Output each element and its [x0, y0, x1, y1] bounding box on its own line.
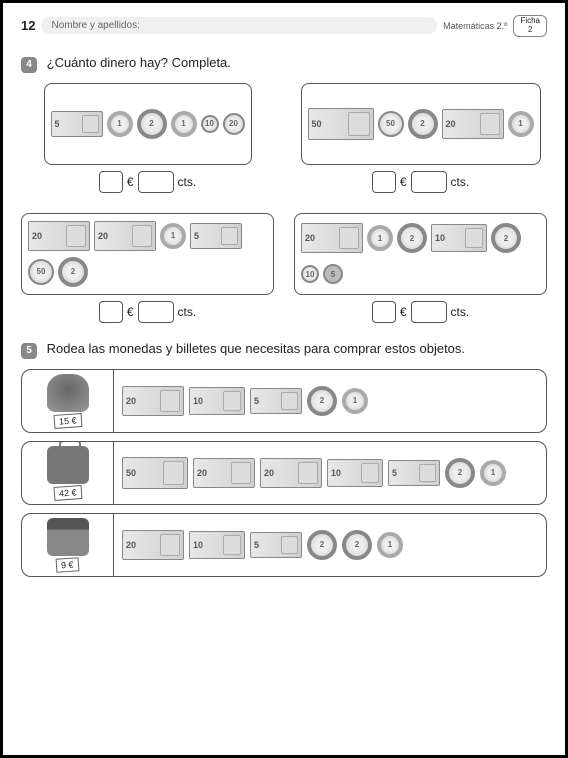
coin-2-icon: 2 [445, 458, 475, 488]
coin-1-icon: 1 [480, 460, 506, 486]
coin-2-icon: 2 [342, 530, 372, 560]
coin-2-icon: 2 [58, 257, 88, 287]
coin-50-icon: 50 [28, 259, 54, 285]
coin-1-icon: 1 [367, 225, 393, 251]
money-box: 202015502 [21, 213, 274, 295]
money-box: 50502201 [301, 83, 541, 165]
shopping-row: 42 €50202010521 [21, 441, 547, 505]
cents-input[interactable] [138, 301, 174, 323]
money-selection-area[interactable]: 50202010521 [114, 442, 546, 504]
coin-1-icon: 1 [160, 223, 186, 249]
calc-icon [47, 518, 89, 556]
backpack-icon [47, 374, 89, 412]
price-tag: 15 € [53, 413, 81, 429]
bill-20-euro-icon: 20 [301, 223, 363, 253]
bill-5-euro-icon: 5 [250, 532, 302, 558]
coin-1-icon: 1 [107, 111, 133, 137]
euros-input[interactable] [99, 301, 123, 323]
ficha-badge: Ficha 2 [513, 15, 547, 37]
exercise-5: 5 Rodea las monedas y billetes que neces… [21, 341, 547, 577]
money-selection-area[interactable]: 20105221 [114, 514, 546, 576]
suitcase-icon [47, 446, 89, 484]
bill-50-euro-icon: 50 [308, 108, 374, 140]
bill-20-euro-icon: 20 [122, 386, 184, 416]
cents-input[interactable] [411, 301, 447, 323]
exercise-badge: 4 [21, 57, 37, 73]
coin-2-icon: 2 [397, 223, 427, 253]
money-box: 2012102105 [294, 213, 547, 295]
bill-10-euro-icon: 10 [431, 224, 487, 252]
coin-2-icon: 2 [307, 530, 337, 560]
euros-input[interactable] [99, 171, 123, 193]
coin-2-icon: 2 [491, 223, 521, 253]
coin-50-icon: 50 [378, 111, 404, 137]
worksheet-header: 12 Nombre y apellidos: Matemáticas 2.º F… [21, 15, 547, 37]
bill-10-euro-icon: 10 [327, 459, 383, 487]
coin-5-icon: 5 [323, 264, 343, 284]
coin-10-icon: 10 [301, 265, 319, 283]
exercise-5-title: 5 Rodea las monedas y billetes que neces… [21, 341, 547, 359]
euros-input[interactable] [372, 301, 396, 323]
bill-10-euro-icon: 10 [189, 531, 245, 559]
coin-2-icon: 2 [408, 109, 438, 139]
exercise-4: 4 ¿Cuánto dinero hay? Completa. 51211020… [21, 55, 547, 333]
cents-input[interactable] [411, 171, 447, 193]
coin-10-icon: 10 [201, 115, 219, 133]
bill-10-euro-icon: 10 [189, 387, 245, 415]
coin-1-icon: 1 [508, 111, 534, 137]
shopping-row: 9 €20105221 [21, 513, 547, 577]
bill-20-euro-icon: 20 [193, 458, 255, 488]
bill-20-euro-icon: 20 [122, 530, 184, 560]
exercise-4-title: 4 ¿Cuánto dinero hay? Completa. [21, 55, 547, 73]
bill-5-euro-icon: 5 [190, 223, 242, 249]
bill-20-euro-icon: 20 [260, 458, 322, 488]
coin-1-icon: 1 [377, 532, 403, 558]
price-tag: 42 € [53, 485, 81, 501]
coin-1-icon: 1 [171, 111, 197, 137]
name-input-field[interactable]: Nombre y apellidos: [41, 17, 437, 34]
bill-50-euro-icon: 50 [122, 457, 188, 489]
euros-input[interactable] [372, 171, 396, 193]
exercise-badge: 5 [21, 343, 37, 359]
coin-2-icon: 2 [137, 109, 167, 139]
name-label: Nombre y apellidos: [51, 20, 139, 31]
shopping-row: 15 € 2010521 [21, 369, 547, 433]
subject-label: Matemáticas 2.º [443, 21, 507, 31]
bill-20-euro-icon: 20 [94, 221, 156, 251]
price-tag: 9 € [56, 557, 79, 573]
bill-20-euro-icon: 20 [28, 221, 90, 251]
bill-5-euro-icon: 5 [51, 111, 103, 137]
coin-2-icon: 2 [307, 386, 337, 416]
bill-5-euro-icon: 5 [250, 388, 302, 414]
money-selection-area[interactable]: 2010521 [114, 370, 546, 432]
money-box: 51211020 [44, 83, 252, 165]
coin-20-icon: 20 [223, 113, 245, 135]
bill-5-euro-icon: 5 [388, 460, 440, 486]
cents-input[interactable] [138, 171, 174, 193]
bill-20-euro-icon: 20 [442, 109, 504, 139]
coin-1-icon: 1 [342, 388, 368, 414]
page-number: 12 [21, 18, 35, 33]
